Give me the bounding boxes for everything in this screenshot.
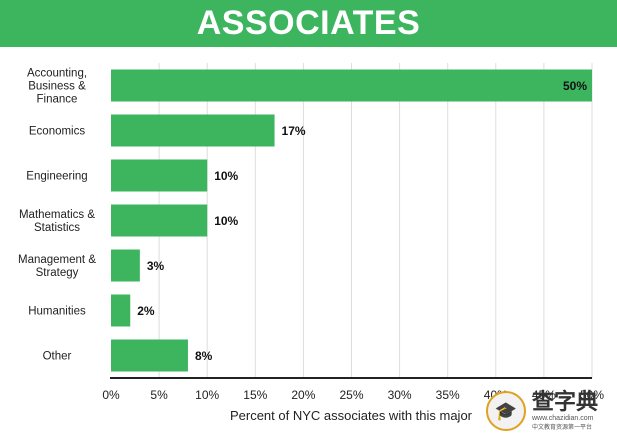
bar-value-label: 50% — [563, 79, 587, 93]
watermark-sub: 中文教育资源第一平台 — [532, 425, 593, 431]
bar — [111, 339, 188, 372]
bar-value-label: 10% — [214, 214, 238, 228]
watermark-url: www.chazidian.com — [532, 415, 594, 422]
x-tick-label: 25% — [339, 388, 363, 402]
x-tick-label: 45% — [532, 388, 556, 402]
bar — [111, 204, 208, 237]
chart-title: ASSOCIATES — [196, 4, 421, 42]
x-tick-label: 10% — [195, 388, 219, 402]
watermark-logo: 🎓 查字典 www.chazidian.com 中文教育资源第一平台 — [486, 382, 611, 440]
x-tick-label: 20% — [291, 388, 315, 402]
x-tick-label: 30% — [388, 388, 412, 402]
category-label: Mathematics & Statistics — [19, 209, 95, 234]
x-tick-label: 5% — [150, 388, 168, 402]
bar-value-label: 17% — [282, 124, 306, 138]
category-label: Accounting, Business & Finance — [27, 68, 87, 106]
category-label: Humanities — [28, 306, 86, 318]
bar — [111, 249, 140, 282]
bar-value-label: 10% — [214, 169, 238, 183]
chart-header: ASSOCIATES — [0, 0, 617, 47]
bar — [111, 69, 592, 102]
category-label: Engineering — [26, 171, 87, 183]
category-label: Other — [43, 351, 72, 363]
bar — [111, 294, 131, 327]
category-label: Management & Strategy — [18, 254, 96, 279]
category-label: Economics — [29, 126, 85, 138]
x-tick-label: 50% — [580, 388, 604, 402]
bar — [111, 159, 208, 192]
watermark-text: 查字典 — [532, 390, 599, 415]
x-tick-label: 0% — [102, 388, 120, 402]
bar-value-label: 8% — [195, 349, 213, 363]
x-axis-title: Percent of NYC associates with this majo… — [230, 408, 473, 423]
bar-value-label: 2% — [137, 304, 155, 318]
bar — [111, 114, 275, 147]
graduate-icon: 🎓 — [486, 391, 526, 431]
x-tick-label: 35% — [436, 388, 460, 402]
bar-value-label: 3% — [147, 259, 165, 273]
x-tick-label: 15% — [243, 388, 267, 402]
